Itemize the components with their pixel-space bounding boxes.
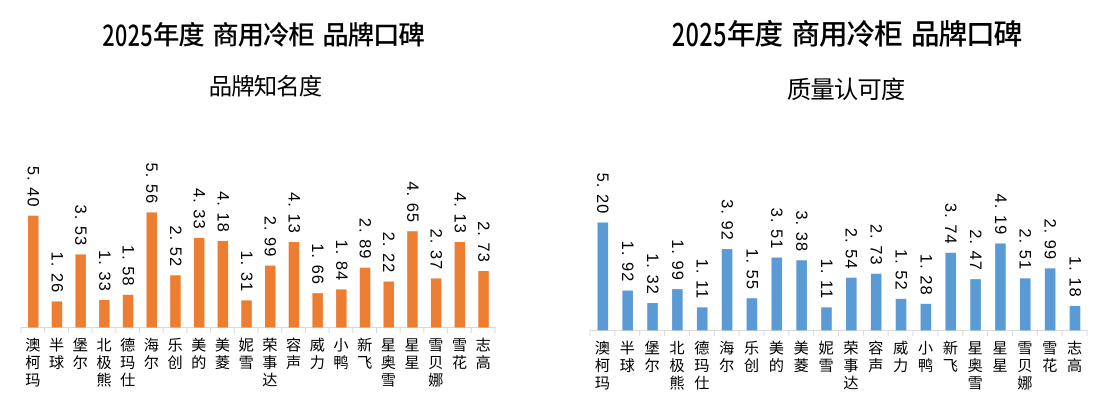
svg-text:1. 84: 1. 84 [332,240,350,282]
svg-text:2. 22: 2. 22 [379,232,397,274]
svg-text:4. 65: 4. 65 [403,181,421,223]
svg-text:1. 11: 1. 11 [817,259,835,299]
svg-text:1. 52: 1. 52 [891,249,909,291]
svg-text:4. 13: 4. 13 [450,192,468,234]
svg-text:1. 99: 1. 99 [668,239,686,281]
svg-text:2. 37: 2. 37 [427,229,445,271]
svg-text:3. 74: 3. 74 [941,203,959,245]
svg-text:1. 66: 1. 66 [308,243,326,285]
svg-text:2. 99: 2. 99 [1041,218,1059,260]
svg-text:2. 73: 2. 73 [867,224,885,266]
svg-text:5. 20: 5. 20 [593,173,611,215]
svg-text:4. 19: 4. 19 [991,194,1009,236]
svg-text:1. 55: 1. 55 [742,248,760,290]
svg-text:2. 54: 2. 54 [842,228,860,270]
svg-text:5. 56: 5. 56 [142,163,160,205]
svg-text:1. 31: 1. 31 [237,250,255,292]
svg-text:2. 73: 2. 73 [474,221,492,263]
svg-text:4. 33: 4. 33 [190,188,208,230]
svg-text:2. 99: 2. 99 [261,216,279,258]
svg-text:1. 18: 1. 18 [1065,256,1083,298]
svg-text:2. 89: 2. 89 [355,218,373,260]
svg-text:3. 51: 3. 51 [767,208,785,250]
svg-text:2. 51: 2. 51 [1016,228,1034,270]
svg-text:3. 53: 3. 53 [71,205,89,247]
svg-text:2. 52: 2. 52 [166,225,184,267]
svg-text:1. 92: 1. 92 [618,241,636,283]
svg-text:2. 47: 2. 47 [966,229,984,271]
svg-text:4. 18: 4. 18 [213,191,231,233]
svg-text:3. 92: 3. 92 [717,199,735,241]
svg-text:1. 26: 1. 26 [47,252,65,294]
svg-text:1. 32: 1. 32 [643,253,661,295]
svg-text:1. 58: 1. 58 [118,245,136,287]
svg-text:4. 13: 4. 13 [284,192,302,234]
svg-text:5. 40: 5. 40 [24,166,42,208]
svg-text:1. 28: 1. 28 [916,254,934,296]
svg-text:3. 38: 3. 38 [792,210,810,252]
svg-text:1. 11: 1. 11 [693,259,711,299]
svg-text:1. 33: 1. 33 [95,250,113,292]
